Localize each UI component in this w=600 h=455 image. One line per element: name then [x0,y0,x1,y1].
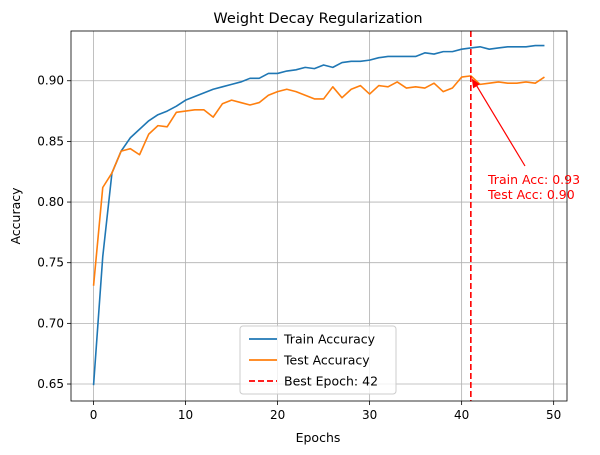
y-tick-label: 0.90 [37,74,64,88]
y-tick-label: 0.85 [37,134,64,148]
grid [71,31,567,401]
legend-label-best-epoch: Best Epoch: 42 [284,374,378,389]
y-axis: 0.65 0.70 0.75 0.80 0.85 0.90 [37,74,71,391]
annotation-line-1: Train Acc: 0.93 [487,172,580,187]
annotation: Train Acc: 0.93 Test Acc: 0.90 [471,78,580,202]
legend-label-train: Train Accuracy [283,332,376,347]
x-tick-label: 20 [270,408,285,422]
x-tick-label: 0 [90,408,98,422]
chart-title: Weight Decay Regularization [213,11,422,27]
annotation-arrowhead [471,78,480,89]
y-tick-label: 0.70 [37,316,64,330]
test-accuracy-line [92,75,545,286]
y-tick-label: 0.75 [37,256,64,270]
annotation-line-2: Test Acc: 0.90 [487,187,575,202]
x-tick-label: 50 [546,408,561,422]
annotation-arrow [473,80,526,167]
legend: Train Accuracy Test Accuracy Best Epoch:… [239,325,397,395]
x-tick-label: 40 [454,408,469,422]
x-axis-label: Epochs [296,430,341,445]
legend-box [239,325,397,395]
train-accuracy-line [92,44,545,386]
x-tick-label: 30 [362,408,377,422]
y-tick-label: 0.80 [37,195,64,209]
x-tick-label: 10 [178,408,193,422]
y-axis-label: Accuracy [8,187,23,245]
x-axis: 0 10 20 30 40 50 [90,401,561,422]
plot-area [92,31,545,401]
plot-frame [70,30,568,402]
legend-label-test: Test Accuracy [283,353,370,368]
y-tick-label: 0.65 [37,377,64,391]
